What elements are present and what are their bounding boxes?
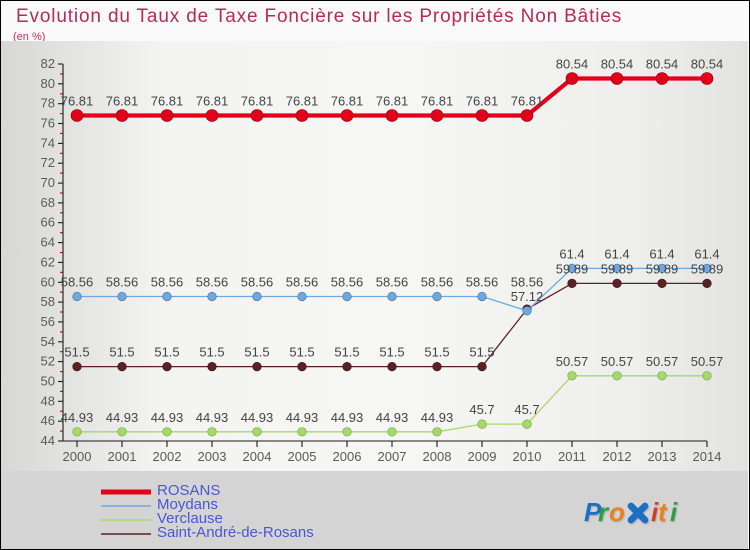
svg-text:2013: 2013 [648,449,677,464]
svg-text:2002: 2002 [153,449,182,464]
svg-text:44.93: 44.93 [241,410,274,425]
svg-text:51.5: 51.5 [469,345,494,360]
svg-text:76.81: 76.81 [241,94,274,109]
svg-text:58.56: 58.56 [331,275,364,290]
svg-text:50.57: 50.57 [646,354,679,369]
svg-text:74: 74 [41,135,55,150]
svg-text:60: 60 [41,274,55,289]
svg-text:57.12: 57.12 [511,289,544,304]
svg-text:76.81: 76.81 [61,94,94,109]
svg-text:45.7: 45.7 [514,402,539,417]
svg-text:59.89: 59.89 [646,261,679,276]
svg-text:2007: 2007 [378,449,407,464]
svg-text:44.93: 44.93 [286,410,319,425]
svg-text:58.56: 58.56 [106,275,139,290]
svg-text:2003: 2003 [198,449,227,464]
svg-text:50.57: 50.57 [691,354,724,369]
svg-text:52: 52 [41,354,55,369]
svg-text:76.81: 76.81 [376,94,409,109]
svg-text:2000: 2000 [63,449,92,464]
svg-text:48: 48 [41,393,55,408]
svg-text:50.57: 50.57 [556,354,589,369]
svg-text:58.56: 58.56 [421,275,454,290]
svg-text:64: 64 [41,235,55,250]
svg-text:2009: 2009 [468,449,497,464]
svg-text:2008: 2008 [423,449,452,464]
svg-text:82: 82 [41,56,55,71]
svg-text:2011: 2011 [558,449,586,464]
svg-text:80.54: 80.54 [691,57,724,72]
svg-text:58: 58 [41,294,55,309]
svg-text:45.7: 45.7 [469,402,494,417]
svg-text:51.5: 51.5 [109,345,134,360]
svg-text:78: 78 [41,96,55,111]
svg-text:44.93: 44.93 [106,410,139,425]
svg-text:80.54: 80.54 [601,57,634,72]
svg-text:i: i [670,497,678,527]
svg-text:80.54: 80.54 [646,57,679,72]
svg-text:58.56: 58.56 [61,275,94,290]
svg-text:61.4: 61.4 [604,246,629,261]
svg-text:59.89: 59.89 [556,261,589,276]
svg-text:56: 56 [41,314,55,329]
svg-text:61.4: 61.4 [694,246,719,261]
svg-text:58.56: 58.56 [376,275,409,290]
svg-text:58.56: 58.56 [196,275,229,290]
svg-text:76.81: 76.81 [466,94,499,109]
svg-text:58.56: 58.56 [466,275,499,290]
svg-text:58.56: 58.56 [286,275,319,290]
svg-text:80.54: 80.54 [556,57,589,72]
svg-text:50.57: 50.57 [601,354,634,369]
svg-text:76.81: 76.81 [286,94,319,109]
svg-text:51.5: 51.5 [244,345,269,360]
svg-text:58.56: 58.56 [511,275,544,290]
svg-text:76.81: 76.81 [331,94,364,109]
svg-text:44.93: 44.93 [376,410,409,425]
svg-text:62: 62 [41,254,55,269]
svg-text:61.4: 61.4 [559,246,584,261]
svg-text:51.5: 51.5 [154,345,179,360]
svg-text:51.5: 51.5 [289,345,314,360]
svg-text:58.56: 58.56 [151,275,184,290]
svg-text:44.93: 44.93 [151,410,184,425]
svg-text:51.5: 51.5 [199,345,224,360]
svg-text:76.81: 76.81 [196,94,229,109]
svg-text:76.81: 76.81 [151,94,184,109]
svg-text:70: 70 [41,175,55,190]
svg-text:51.5: 51.5 [424,345,449,360]
svg-text:2014: 2014 [693,449,722,464]
svg-text:59.89: 59.89 [601,261,634,276]
svg-text:2005: 2005 [288,449,317,464]
svg-text:72: 72 [41,155,55,170]
svg-text:51.5: 51.5 [64,345,89,360]
svg-text:2012: 2012 [603,449,632,464]
svg-text:76.81: 76.81 [106,94,139,109]
svg-text:50: 50 [41,374,55,389]
svg-text:2010: 2010 [513,449,542,464]
svg-text:68: 68 [41,195,55,210]
svg-text:44.93: 44.93 [61,410,94,425]
svg-text:51.5: 51.5 [379,345,404,360]
svg-text:o: o [609,497,625,527]
svg-text:46: 46 [41,413,55,428]
svg-text:76.81: 76.81 [421,94,454,109]
svg-text:2004: 2004 [243,449,272,464]
svg-text:76: 76 [41,116,55,131]
svg-text:44: 44 [41,433,55,448]
svg-text:58.56: 58.56 [241,275,274,290]
svg-text:80: 80 [41,76,55,91]
svg-text:2006: 2006 [333,449,362,464]
svg-text:54: 54 [41,334,55,349]
svg-text:59.89: 59.89 [691,261,724,276]
svg-text:61.4: 61.4 [649,246,674,261]
svg-text:2001: 2001 [108,449,137,464]
svg-text:44.93: 44.93 [331,410,364,425]
svg-text:44.93: 44.93 [421,410,454,425]
svg-text:76.81: 76.81 [511,94,544,109]
svg-text:t: t [658,497,668,527]
svg-text:66: 66 [41,215,55,230]
svg-text:51.5: 51.5 [334,345,359,360]
svg-text:44.93: 44.93 [196,410,229,425]
